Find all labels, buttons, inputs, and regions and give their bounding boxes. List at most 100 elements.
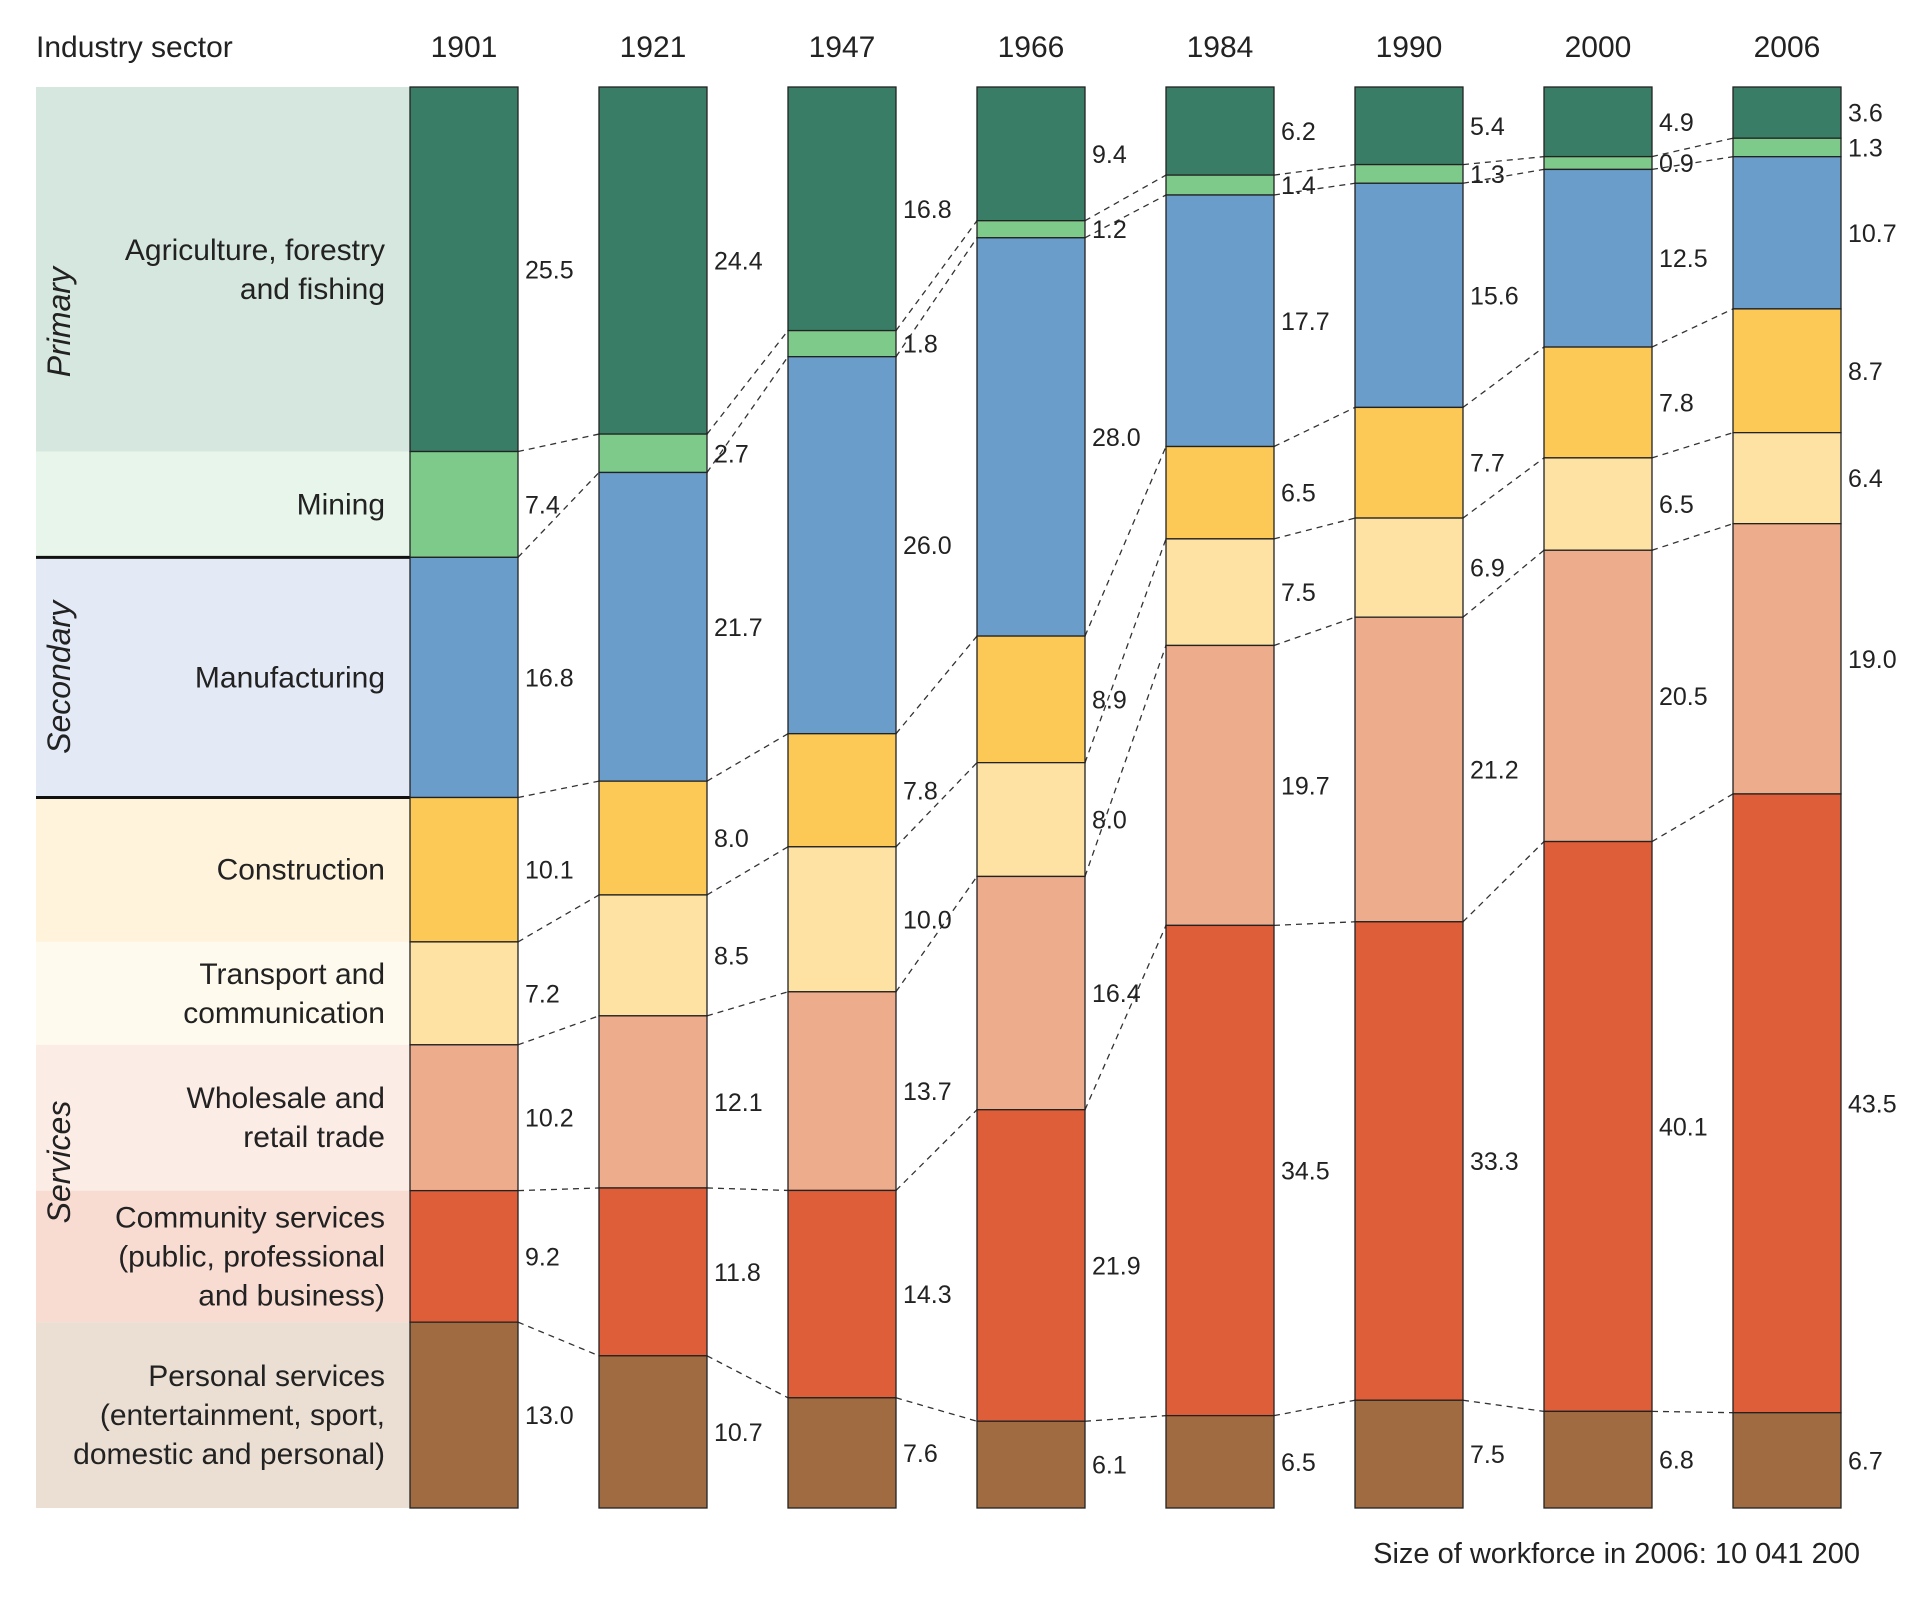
connector-line (1651, 137, 1734, 158)
connector-line (706, 733, 789, 782)
value-label: 15.6 (1470, 282, 1519, 310)
bar-segment (598, 433, 708, 474)
value-label: 25.5 (525, 256, 574, 284)
value-label: 17.7 (1281, 308, 1330, 336)
year-label: 1921 (620, 31, 687, 64)
sector-label: Transport and communication (183, 958, 385, 1030)
value-label: 26.0 (903, 532, 952, 560)
value-label: 19.7 (1281, 772, 1330, 800)
value-label: 19.0 (1848, 646, 1897, 674)
connector-line (1084, 194, 1167, 239)
connector-line (1651, 793, 1734, 843)
value-labels: 25.5 7.4 16.8 10.1 7.2 10.2 9.2 13.0 24.4 2.7 21.7… (525, 100, 1897, 1480)
value-label: 8.7 (1848, 358, 1883, 386)
sector-label-line: retail trade (243, 1121, 385, 1154)
connector-line (1651, 432, 1734, 459)
connector-line (895, 762, 978, 848)
value-label: 6.8 (1659, 1447, 1694, 1475)
connector-line (1273, 921, 1356, 927)
bar-segment (1732, 137, 1842, 158)
value-label: 16.8 (525, 664, 574, 692)
sector-label: Community services (public, professional a… (115, 1201, 385, 1312)
sector-label: Mining (297, 488, 385, 521)
value-label: 8.9 (1092, 686, 1127, 714)
bar-segment (1354, 921, 1464, 1401)
connector-line (517, 894, 600, 943)
bar-segment (409, 941, 519, 1046)
bar-segment (1165, 445, 1275, 540)
connector-line (1462, 1399, 1545, 1413)
value-label: 16.8 (903, 196, 952, 224)
connector-line (1651, 1410, 1734, 1414)
bar-segment (598, 1187, 708, 1357)
connector-line (895, 237, 978, 358)
bar-segment (1732, 793, 1842, 1414)
sector-band (36, 87, 410, 452)
year-label: 1947 (809, 31, 876, 64)
sector-label-line: Mining (297, 488, 385, 521)
value-label: 6.2 (1281, 118, 1316, 146)
value-label: 5.4 (1470, 113, 1505, 141)
value-label: 8.0 (1092, 807, 1127, 835)
group-label: Primary (41, 265, 77, 377)
value-label: 7.8 (1659, 389, 1694, 417)
sector-band (36, 1044, 410, 1191)
connector-line (1651, 523, 1734, 551)
connector-line (1651, 156, 1734, 171)
value-label: 6.5 (1659, 491, 1694, 519)
connector-line (1084, 925, 1167, 1110)
bar-segment (598, 86, 708, 435)
value-label: 10.2 (525, 1105, 574, 1133)
bar-segment (1732, 156, 1842, 310)
value-label: 7.7 (1470, 450, 1505, 478)
value-label: 6.5 (1281, 1449, 1316, 1477)
value-label: 24.4 (714, 248, 763, 276)
value-label: 8.5 (714, 942, 749, 970)
connector-line (1651, 308, 1734, 348)
connector-line (1462, 168, 1545, 184)
value-label: 7.6 (903, 1440, 938, 1468)
sector-label-line: Transport and (199, 958, 385, 991)
value-label: 13.7 (903, 1078, 952, 1106)
value-label: 34.5 (1281, 1158, 1330, 1186)
connector-line (895, 220, 978, 331)
connector-line (1273, 517, 1356, 540)
bar-segment (1543, 346, 1653, 459)
value-label: 20.5 (1659, 683, 1708, 711)
value-label: 7.2 (525, 980, 560, 1008)
bar-segment (1543, 168, 1653, 348)
bar-segment (1543, 155, 1653, 171)
sector-label-line: (public, professional (118, 1240, 385, 1273)
connector-line (1084, 446, 1167, 637)
sector-label: Agriculture, forestry and fishing (125, 234, 385, 306)
connector-line (706, 1187, 789, 1192)
bar-segment (1165, 538, 1275, 647)
connector-line (517, 780, 600, 799)
value-label: 2.7 (714, 440, 749, 468)
connector-line (1084, 174, 1167, 222)
sector-label-line: Personal services (148, 1360, 385, 1393)
bar-segment (1732, 86, 1842, 139)
year-label: 1990 (1376, 31, 1443, 64)
sector-label-line: and business) (198, 1279, 385, 1312)
bar-segment (1732, 308, 1842, 434)
sector-label: Manufacturing (195, 661, 385, 694)
value-label: 21.2 (1470, 756, 1519, 784)
value-label: 0.9 (1659, 150, 1694, 178)
connector-line (1273, 163, 1356, 176)
connector-line (1084, 645, 1167, 877)
sector-label-line: Community services (115, 1201, 385, 1234)
connector-line (517, 433, 600, 453)
bar-segment (1354, 182, 1464, 409)
value-label: 11.8 (714, 1259, 761, 1287)
value-label: 28.0 (1092, 424, 1141, 452)
bar-segment (598, 1355, 708, 1509)
sector-band (36, 941, 410, 1045)
connector-line (895, 1397, 978, 1422)
bar-segment (787, 86, 897, 332)
connector-line (706, 1355, 789, 1399)
connector-line (895, 635, 978, 735)
bar-segment (787, 991, 897, 1192)
connector-line (1462, 841, 1545, 923)
